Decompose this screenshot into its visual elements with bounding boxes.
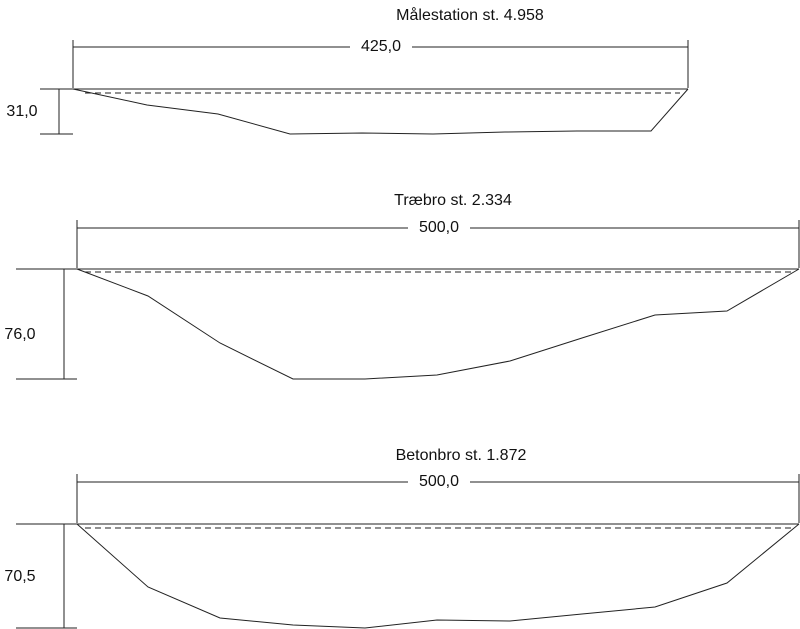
depth-label: 31,0 [6, 103, 37, 120]
depth-label: 70,5 [4, 568, 35, 585]
profile [76, 268, 800, 380]
profile [76, 523, 800, 629]
section: Målestation st. 4.958 425,0 31,0 [6, 6, 689, 135]
section-title: Betonbro st. 1.872 [396, 447, 527, 464]
width-label: 500,0 [419, 473, 459, 490]
width-label: 500,0 [419, 219, 459, 236]
depth-label: 76,0 [4, 326, 35, 343]
section-title: Træbro st. 2.334 [394, 192, 512, 209]
section: Betonbro st. 1.872 500,0 70,5 [0, 447, 800, 629]
section: Træbro st. 2.334 500,0 76,0 [0, 192, 800, 380]
width-label: 425,0 [361, 38, 401, 55]
profile [72, 88, 689, 135]
section-title: Målestation st. 4.958 [396, 6, 544, 24]
